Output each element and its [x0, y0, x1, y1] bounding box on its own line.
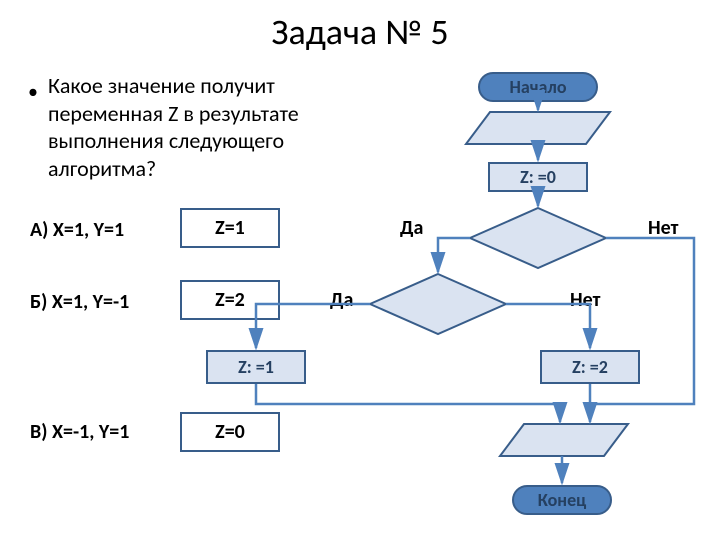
- node-init: Z: =0: [488, 162, 588, 192]
- answer-b: Z=2: [180, 280, 280, 320]
- node-output-label: Z: [522, 430, 602, 452]
- label-yes-1: Да: [400, 216, 423, 240]
- node-start: Начало: [478, 72, 598, 102]
- label-no-2: Нет: [570, 288, 600, 312]
- node-assign1: Z: =1: [206, 350, 306, 384]
- answer-c: Z=0: [180, 412, 280, 452]
- label-no-1: Нет: [648, 216, 678, 240]
- node-end: Конец: [512, 485, 612, 515]
- option-a: А) Х=1, Y=1: [30, 218, 124, 242]
- bullet-icon: •: [28, 80, 38, 104]
- node-cond2-label: Y>0: [398, 296, 478, 315]
- node-cond1-label: X>0: [498, 230, 578, 249]
- page-title: Задача № 5: [0, 10, 720, 54]
- answer-a: Z=1: [180, 208, 280, 248]
- node-assign2: Z: =2: [540, 350, 640, 384]
- node-input-label: X, Y: [478, 118, 598, 140]
- option-b: Б) Х=1, Y=-1: [30, 290, 129, 314]
- question-text: Какое значение получит переменная Z в ре…: [48, 72, 368, 182]
- label-yes-2: Да: [330, 288, 353, 312]
- option-c: В) Х=-1, Y=1: [30, 420, 129, 444]
